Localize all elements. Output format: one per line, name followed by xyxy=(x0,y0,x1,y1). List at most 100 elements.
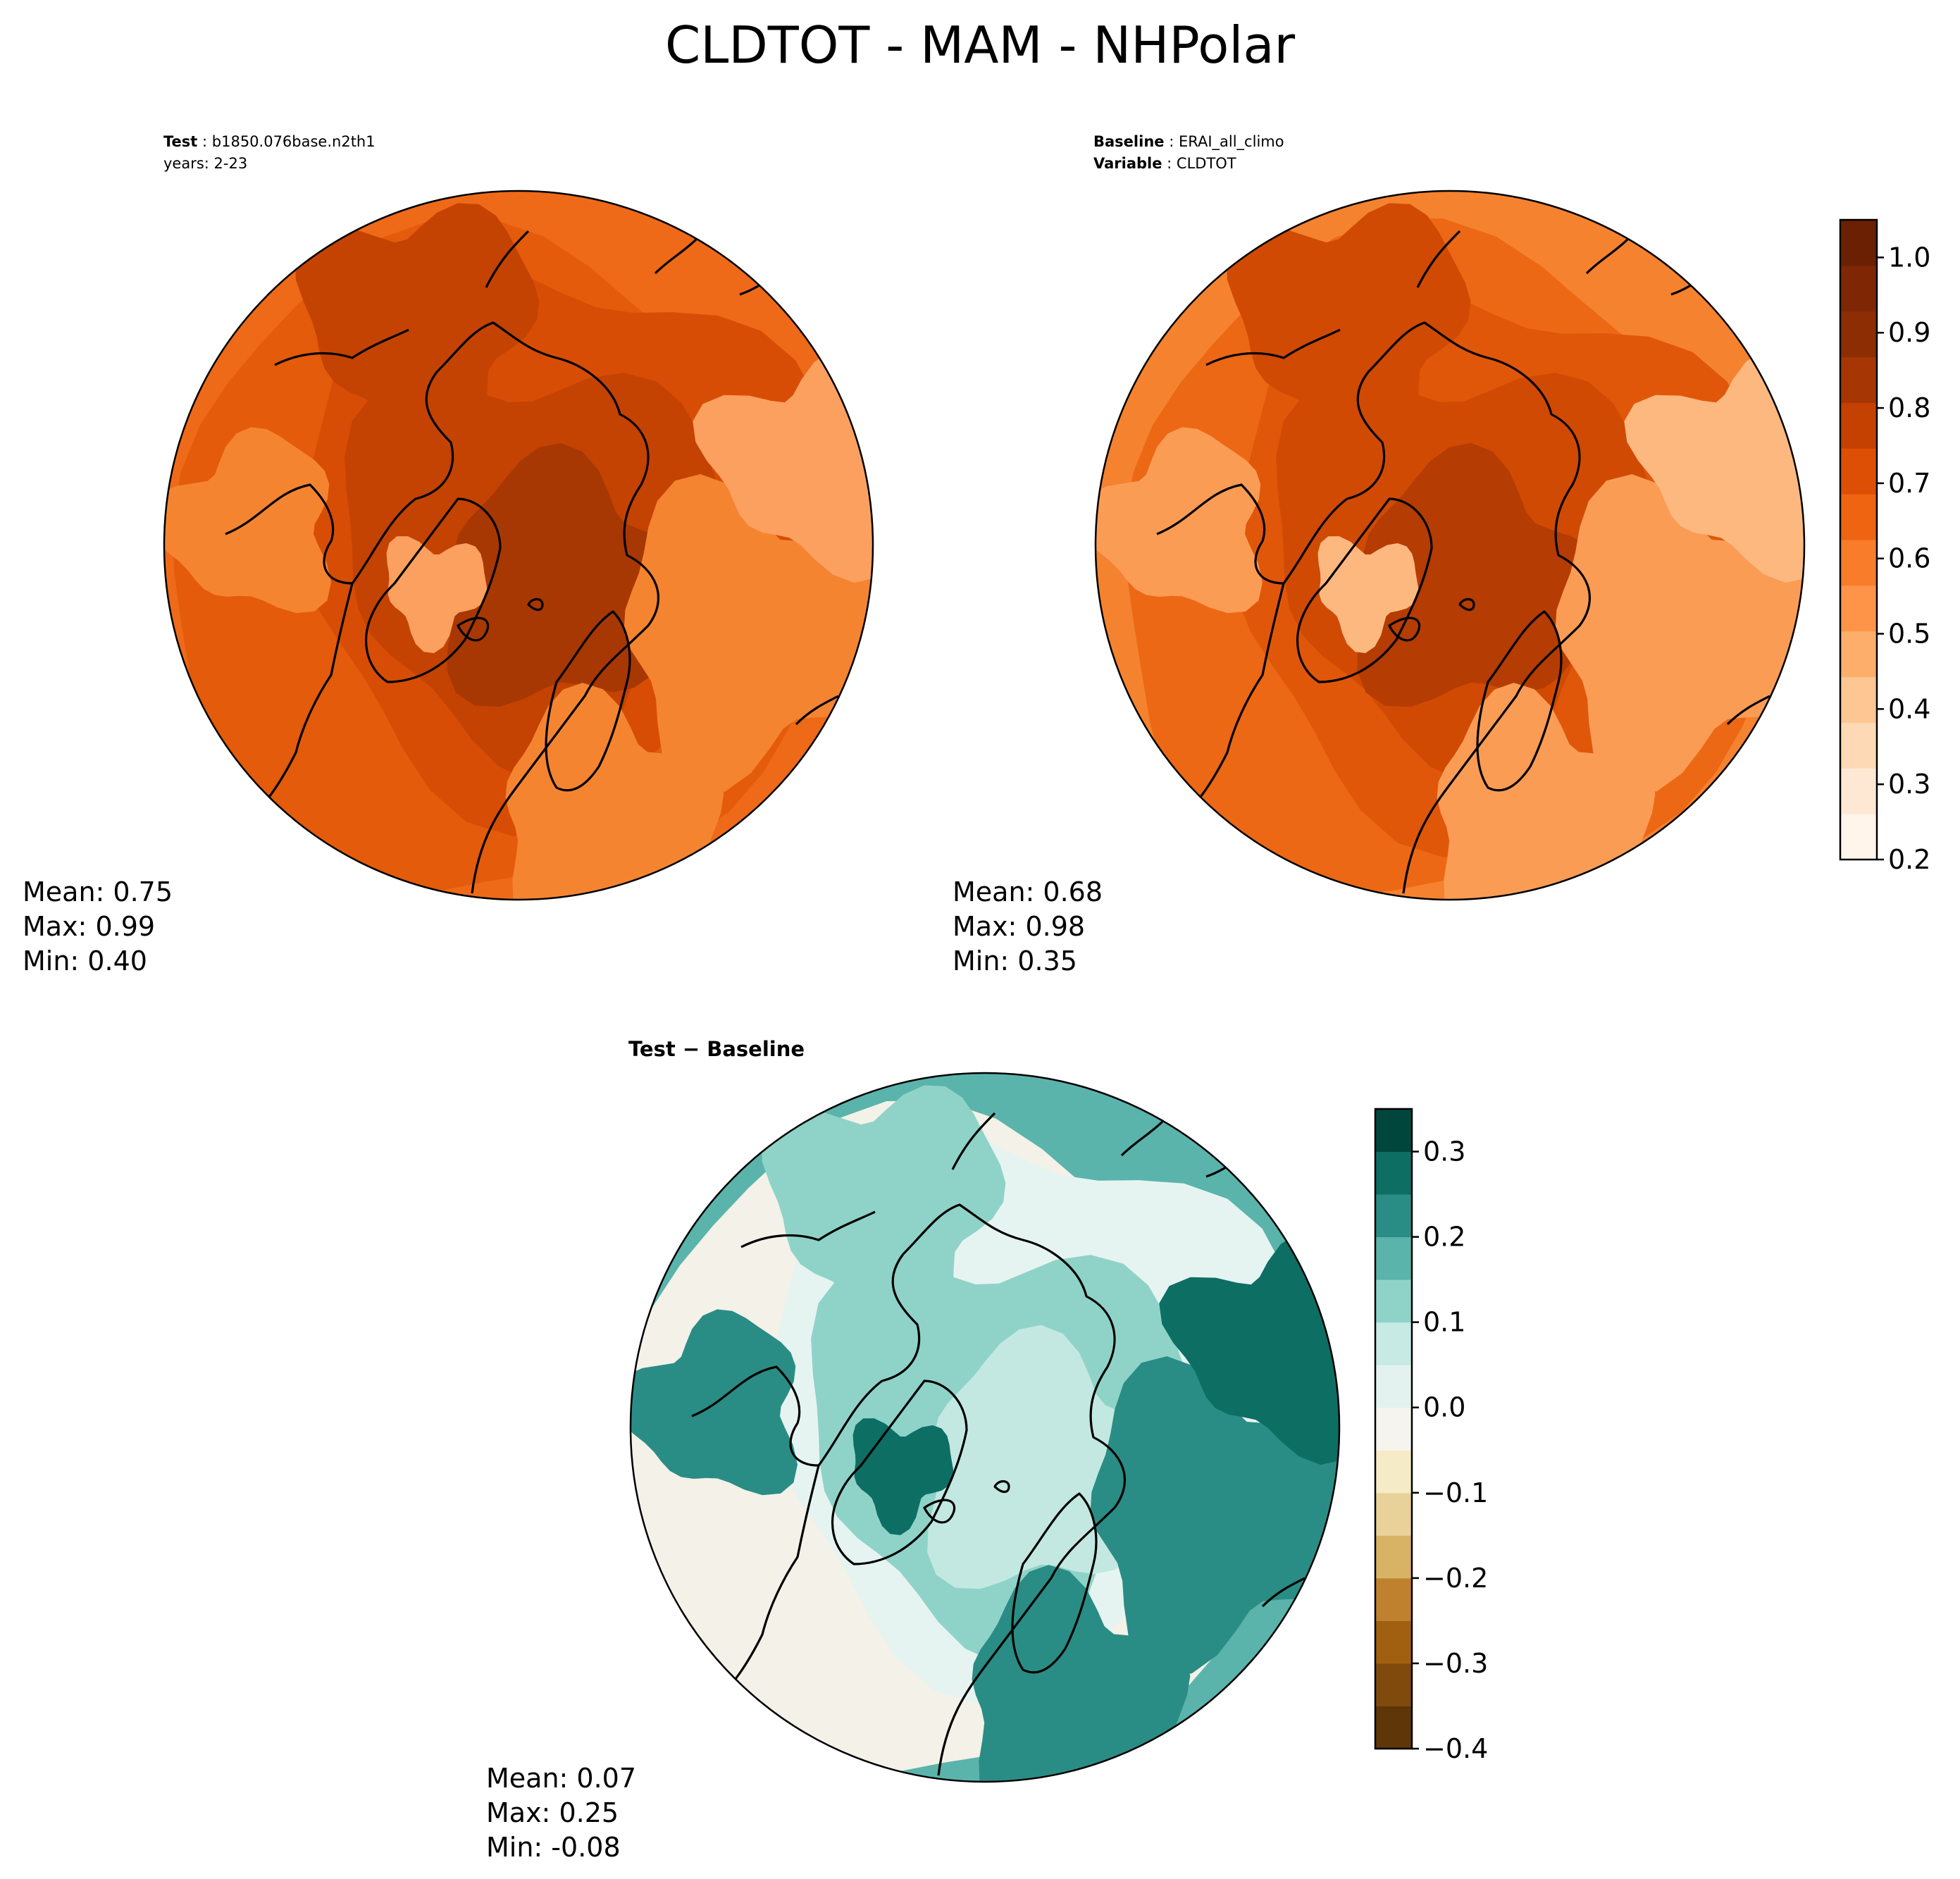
diff-colorbar-tick-label: −0.1 xyxy=(1423,1477,1488,1508)
main-colorbar-color-band xyxy=(1840,814,1877,860)
test-metadata: Test : b1850.076base.n2th1 years: 2-23 xyxy=(163,131,376,175)
test-years: years: 2-23 xyxy=(163,155,248,172)
diff-colorbar-color-band xyxy=(1375,1109,1412,1153)
figure-title: CLDTOT - MAM - NHPolar xyxy=(664,15,1296,75)
diff-map-coastline xyxy=(691,1203,1127,1776)
baseline-map-coastline xyxy=(1585,237,1630,275)
baseline-map-coastline xyxy=(1458,597,1475,612)
baseline-map-contour-region xyxy=(1096,427,1263,614)
diff-colorbar-color-band xyxy=(1375,1535,1412,1579)
test-map-coastline xyxy=(527,597,544,612)
diff-colorbar-color-band xyxy=(1375,1322,1412,1365)
baseline-mean: Mean: 0.68 xyxy=(953,876,1103,907)
variable-name: CLDTOT xyxy=(1176,155,1236,172)
main-colorbar-color-band xyxy=(1840,722,1877,769)
diff-map-coastline xyxy=(712,1465,820,1706)
main-colorbar-color-band xyxy=(1840,540,1877,586)
main-colorbar-outline xyxy=(1839,218,1878,861)
difference-polar-map xyxy=(629,1072,1341,1783)
test-map-boundary xyxy=(163,190,874,901)
baseline-metadata: Baseline : ERAI_all_climo Variable : CLD… xyxy=(1093,133,1284,172)
main-colorbar-color-band xyxy=(1840,676,1877,723)
main-colorbar-tick-label: 0.4 xyxy=(1888,693,1930,724)
main-colorbar-color-band xyxy=(1840,494,1877,540)
diff-colorbar-tick-label: 0.0 xyxy=(1423,1392,1465,1423)
diff-map-coastline xyxy=(951,1112,996,1170)
test-map-coastline xyxy=(545,610,631,792)
baseline-stats: Mean: 0.68 Max: 0.98 Min: 0.35 xyxy=(953,875,1103,979)
diff-stats: Mean: 0.07 Max: 0.25 Min: -0.08 xyxy=(486,1761,636,1865)
test-map-coastline xyxy=(225,321,660,894)
baseline-map-coastline xyxy=(1726,695,1770,726)
diff-map-coastline xyxy=(923,1499,956,1524)
test-map-contour-region xyxy=(295,203,540,462)
diff-title: Test − Baseline xyxy=(628,1037,805,1061)
diff-max: Max: 0.25 xyxy=(486,1797,619,1828)
baseline-map-coastline xyxy=(1416,230,1461,288)
diff-mean: Mean: 0.07 xyxy=(486,1763,637,1794)
test-polar-map xyxy=(163,190,874,901)
baseline-label: Baseline xyxy=(1093,133,1165,150)
main-colorbar-tick-label: 0.7 xyxy=(1888,468,1930,499)
main-colorbar-color-band xyxy=(1840,585,1877,632)
test-map-coastline xyxy=(457,616,490,642)
diff-map-contour-region xyxy=(852,1418,954,1535)
baseline-map-coastline xyxy=(1476,610,1563,792)
diff-colorbar-color-band xyxy=(1375,1492,1412,1536)
baseline-min: Min: 0.35 xyxy=(953,945,1077,976)
variable-label: Variable xyxy=(1093,155,1162,172)
diff-colorbar-tick-label: 0.2 xyxy=(1423,1222,1465,1253)
main-colorbar-tick-label: 0.8 xyxy=(1888,392,1930,423)
diff-map-coastline xyxy=(1120,1119,1165,1157)
test-case-name: b1850.076base.n2th1 xyxy=(211,133,376,150)
diff-colorbar-color-band xyxy=(1375,1279,1412,1323)
main-colorbar: 0.2 0.3 0.4 0.5 0.6 0.7 0.8 0.9 1.0 xyxy=(1839,218,1930,875)
diff-map-coastline xyxy=(831,1379,968,1565)
test-min: Min: 0.40 xyxy=(23,945,147,976)
main-colorbar-color-band xyxy=(1840,356,1877,403)
diff-map-coastline xyxy=(740,1210,876,1248)
test-map-coastline xyxy=(485,230,530,288)
test-map-coastline xyxy=(274,328,409,366)
test-map-contour-region xyxy=(164,427,331,614)
test-map-coastline xyxy=(654,237,699,275)
diff-map-contour-region xyxy=(762,1085,1006,1344)
main-colorbar-tick-label: 0.5 xyxy=(1888,619,1930,650)
baseline-max: Max: 0.98 xyxy=(953,911,1086,942)
diff-map-coastline xyxy=(1261,1577,1305,1608)
diff-colorbar-color-band xyxy=(1375,1194,1412,1238)
main-colorbar-color-band xyxy=(1840,311,1877,358)
baseline-map-coastline xyxy=(1296,497,1433,683)
test-map-coastline xyxy=(365,497,502,683)
diff-colorbar-color-band xyxy=(1375,1236,1412,1280)
diff-colorbar-color-band xyxy=(1375,1407,1412,1451)
baseline-case-name: ERAI_all_climo xyxy=(1178,133,1284,150)
baseline-map-coastline xyxy=(1388,616,1421,642)
diff-min: Min: -0.08 xyxy=(486,1832,621,1863)
main-colorbar-color-band xyxy=(1840,631,1877,678)
baseline-polar-map xyxy=(1094,190,1806,901)
main-colorbar-color-band xyxy=(1840,402,1877,449)
diff-colorbar-color-band xyxy=(1375,1577,1412,1621)
baseline-map-boundary xyxy=(1094,190,1806,901)
diff-colorbar-color-band xyxy=(1375,1450,1412,1494)
diff-map-contour-region xyxy=(631,1309,798,1496)
main-colorbar-tick-label: 0.6 xyxy=(1888,543,1930,574)
diff-colorbar-color-band xyxy=(1375,1151,1412,1195)
test-map-coastline xyxy=(795,695,839,726)
baseline-map-contour-region xyxy=(1317,536,1419,653)
test-mean: Mean: 0.75 xyxy=(23,876,173,907)
test-max: Max: 0.99 xyxy=(23,911,156,942)
test-label: Test xyxy=(163,133,198,150)
main-colorbar-color-band xyxy=(1840,220,1877,266)
diff-colorbar-color-band xyxy=(1375,1620,1412,1664)
main-colorbar-color-band xyxy=(1840,448,1877,495)
main-colorbar-tick-label: 0.2 xyxy=(1888,844,1930,875)
main-colorbar-tick-label: 0.9 xyxy=(1888,317,1930,348)
diff-colorbar-color-band xyxy=(1375,1365,1412,1408)
diff-map-coastline xyxy=(1011,1492,1098,1674)
diff-colorbar-tick-label: 0.1 xyxy=(1423,1307,1465,1338)
test-map-coastline xyxy=(245,583,354,824)
main-colorbar-tick-label: 1.0 xyxy=(1888,242,1930,273)
baseline-map-contour-region xyxy=(1227,203,1471,462)
